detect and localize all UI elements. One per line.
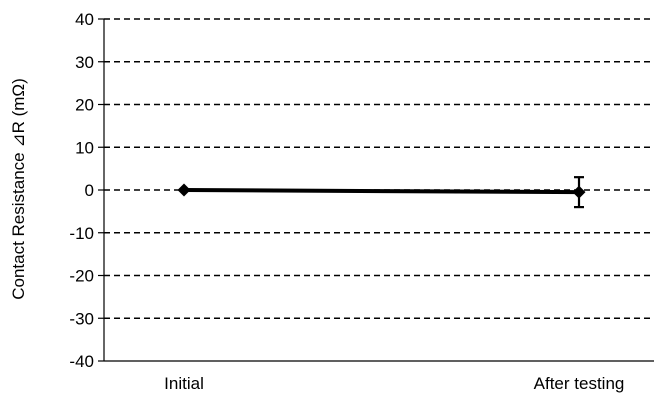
data-point-after-testing <box>572 185 586 199</box>
y-tick-label: -40 <box>69 352 94 371</box>
y-tick-label: -30 <box>69 309 94 328</box>
series <box>177 176 586 209</box>
y-tick-labels: 40 30 20 10 0 -10 -20 -30 -40 <box>69 10 94 371</box>
y-axis-title: Contact Resistance ⊿R (mΩ) <box>9 78 28 300</box>
y-tick-label: 0 <box>85 181 94 200</box>
x-category-label: Initial <box>164 374 204 393</box>
series-line <box>183 188 580 195</box>
y-tick-label: -20 <box>69 267 94 286</box>
data-point-initial <box>177 183 191 197</box>
x-category-labels: Initial After testing <box>164 374 624 393</box>
y-tick-label: 40 <box>75 10 94 29</box>
y-tick-label: 10 <box>75 138 94 157</box>
y-tick-label: -10 <box>69 224 94 243</box>
x-category-label: After testing <box>534 374 625 393</box>
axes <box>98 18 654 362</box>
grid-lines <box>104 18 654 320</box>
y-tick-label: 30 <box>75 53 94 72</box>
y-tick-label: 20 <box>75 96 94 115</box>
